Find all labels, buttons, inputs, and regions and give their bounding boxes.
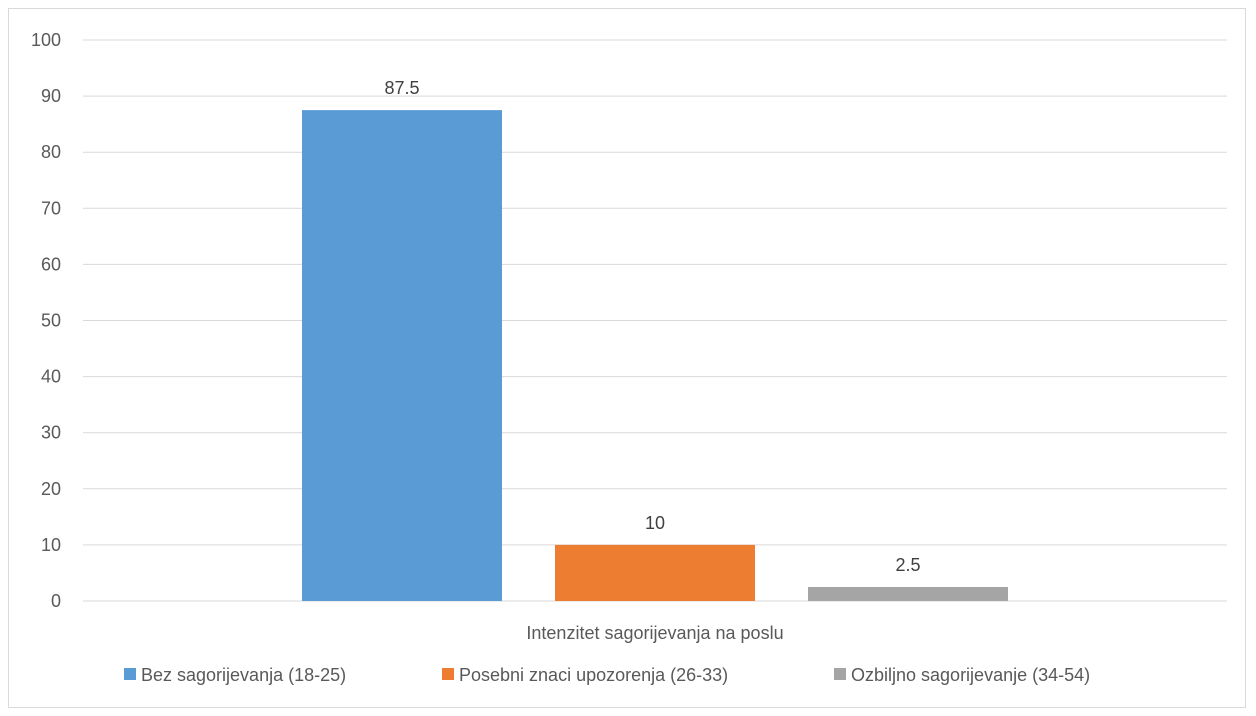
legend-swatch-3 <box>834 668 846 680</box>
legend-label-1: Bez sagorijevanja (18-25) <box>141 665 346 685</box>
y-axis-tick-labels: 0 10 20 30 40 50 60 70 80 90 100 <box>31 30 61 611</box>
y-tick-label-40: 40 <box>41 367 61 387</box>
data-label-1: 87.5 <box>384 78 419 98</box>
y-tick-label-20: 20 <box>41 479 61 499</box>
legend-item-3: Ozbiljno sagorijevanje (34-54) <box>834 665 1090 685</box>
legend-label-3: Ozbiljno sagorijevanje (34-54) <box>851 665 1090 685</box>
y-tick-label-90: 90 <box>41 86 61 106</box>
bars <box>302 110 1008 601</box>
data-labels: 87.5 10 2.5 <box>384 78 920 575</box>
bar-chart: 0 10 20 30 40 50 60 70 80 90 100 87.5 10 2.5 Intenzi… <box>31 30 1227 685</box>
gridlines <box>83 39 1227 602</box>
legend-item-1: Bez sagorijevanja (18-25) <box>124 665 346 685</box>
y-tick-label-70: 70 <box>41 198 61 218</box>
y-tick-label-10: 10 <box>41 535 61 555</box>
x-axis-category-label: Intenzitet sagorijevanja na poslu <box>526 623 783 643</box>
y-tick-label-60: 60 <box>41 254 61 274</box>
bar-1 <box>302 110 502 601</box>
y-tick-label-0: 0 <box>51 591 61 611</box>
data-label-2: 10 <box>645 513 665 533</box>
legend-swatch-1 <box>124 668 136 680</box>
legend-item-2: Posebni znaci upozorenja (26-33) <box>442 665 728 685</box>
bar-3 <box>808 586 1008 601</box>
chart-frame: 0 10 20 30 40 50 60 70 80 90 100 87.5 10 2.5 Intenzi… <box>8 8 1246 708</box>
legend-swatch-2 <box>442 668 454 680</box>
legend-label-2: Posebni znaci upozorenja (26-33) <box>459 665 728 685</box>
y-tick-label-30: 30 <box>41 423 61 443</box>
bar-2 <box>555 544 755 601</box>
y-tick-label-50: 50 <box>41 311 61 331</box>
data-label-3: 2.5 <box>895 555 920 575</box>
legend: Bez sagorijevanja (18-25) Posebni znaci u… <box>124 665 1090 685</box>
y-tick-label-100: 100 <box>31 30 61 50</box>
y-tick-label-80: 80 <box>41 142 61 162</box>
